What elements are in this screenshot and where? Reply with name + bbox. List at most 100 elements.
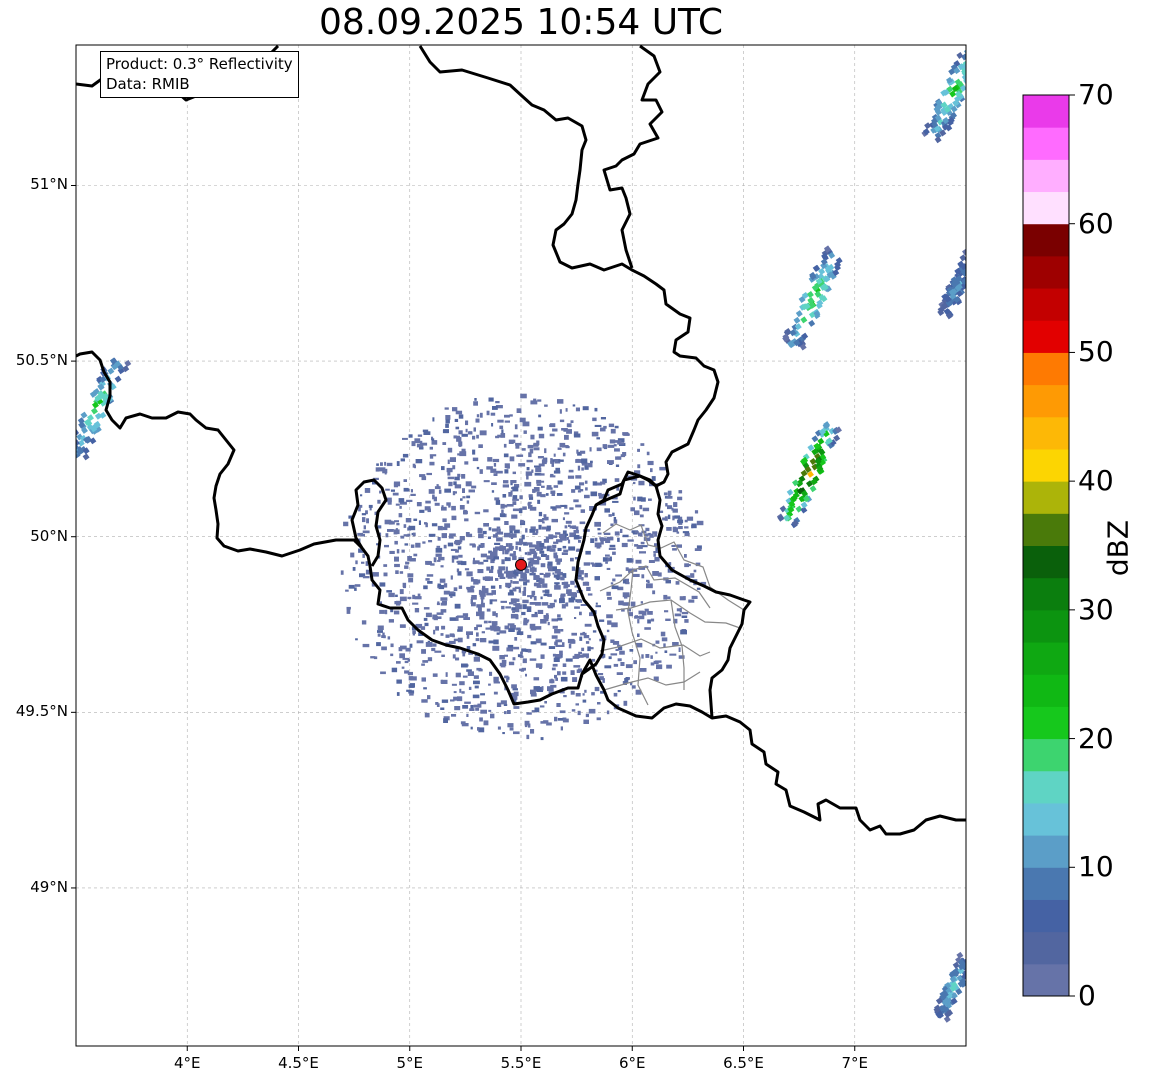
- clutter-pixel: [404, 565, 409, 569]
- clutter-pixel: [527, 595, 534, 598]
- echo-pixel: [959, 254, 966, 262]
- clutter-pixel: [518, 508, 523, 514]
- admin-border: [627, 569, 649, 706]
- clutter-pixel: [538, 519, 544, 523]
- clutter-pixel: [634, 531, 639, 534]
- clutter-pixel: [500, 700, 507, 705]
- clutter-pixel: [392, 492, 399, 496]
- clutter-pixel: [516, 454, 522, 457]
- echo-pixel: [789, 329, 797, 337]
- clutter-pixel: [500, 433, 506, 438]
- clutter-pixel: [639, 514, 644, 518]
- clutter-pixel: [373, 477, 379, 480]
- clutter-pixel: [494, 497, 500, 501]
- clutter-pixel: [668, 493, 671, 498]
- clutter-pixel: [646, 579, 650, 583]
- y-tick-label: 49.5°N: [15, 702, 68, 721]
- clutter-pixel: [509, 528, 513, 534]
- echo-cell: [921, 48, 966, 144]
- echo-cell: [782, 245, 843, 351]
- clutter-pixel: [499, 662, 507, 667]
- graticule-grid: [76, 45, 966, 1046]
- clutter-pixel: [644, 608, 649, 612]
- clutter-pixel: [509, 589, 514, 595]
- clutter-pixel: [396, 661, 401, 664]
- clutter-pixel: [528, 501, 532, 504]
- colorbar-segment: [1023, 513, 1069, 546]
- clutter-pixel: [455, 410, 463, 415]
- clutter-pixel: [433, 557, 437, 563]
- clutter-pixel: [524, 552, 527, 555]
- clutter-pixel: [461, 448, 466, 452]
- clutter-pixel: [576, 669, 581, 673]
- clutter-pixel: [435, 547, 443, 553]
- clutter-pixel: [678, 647, 681, 652]
- clutter-pixel: [530, 729, 535, 734]
- clutter-pixel: [473, 656, 480, 662]
- clutter-pixel: [519, 495, 523, 500]
- clutter-pixel: [512, 486, 519, 492]
- clutter-pixel: [493, 639, 499, 645]
- clutter-pixel: [477, 527, 482, 532]
- clutter-pixel: [485, 627, 492, 630]
- clutter-pixel: [473, 675, 479, 679]
- clutter-pixel: [426, 574, 434, 577]
- clutter-pixel: [653, 676, 659, 681]
- clutter-pixel: [453, 435, 457, 439]
- colorbar-segment: [1023, 963, 1069, 997]
- clutter-pixel: [621, 542, 628, 548]
- clutter-pixel: [553, 485, 559, 488]
- clutter-pixel: [456, 568, 460, 573]
- clutter-pixel: [526, 607, 532, 612]
- echo-pixel: [803, 302, 811, 310]
- clutter-pixel: [500, 600, 507, 603]
- clutter-pixel: [355, 560, 358, 565]
- clutter-pixel: [483, 620, 488, 624]
- clutter-pixel: [663, 643, 666, 648]
- clutter-pixel: [541, 526, 547, 530]
- clutter-pixel: [573, 665, 581, 668]
- clutter-pixel: [526, 734, 530, 740]
- clutter-pixel: [403, 479, 407, 482]
- clutter-pixel: [588, 638, 591, 641]
- clutter-pixel: [410, 489, 413, 493]
- clutter-pixel: [608, 423, 615, 428]
- clutter-pixel: [539, 705, 545, 708]
- clutter-pixel: [552, 653, 556, 657]
- clutter-pixel: [610, 582, 614, 585]
- echo-pixel: [811, 448, 819, 456]
- colorbar-frame: [1022, 94, 1070, 997]
- clutter-pixel: [447, 591, 455, 594]
- clutter-pixel: [425, 522, 428, 528]
- clutter-pixel: [599, 619, 605, 622]
- clutter-pixel: [361, 513, 367, 516]
- clutter-pixel: [634, 510, 640, 516]
- clutter-pixel: [589, 508, 595, 511]
- clutter-pixel: [676, 531, 680, 534]
- echo-pixel: [815, 302, 823, 310]
- clutter-pixel: [491, 423, 494, 427]
- clutter-pixel: [507, 644, 514, 648]
- clutter-pixel: [550, 458, 553, 463]
- clutter-pixel: [694, 548, 702, 551]
- clutter-pixel: [575, 526, 579, 532]
- echo-pixel: [950, 105, 958, 113]
- clutter-pixel: [390, 489, 395, 492]
- clutter-pixel: [561, 428, 568, 431]
- clutter-pixel: [539, 473, 545, 476]
- echo-pixel: [792, 479, 799, 487]
- clutter-pixel: [539, 572, 544, 575]
- clutter-pixel: [605, 561, 608, 564]
- clutter-pixel: [522, 591, 526, 596]
- clutter-pixel: [396, 692, 400, 696]
- clutter-pixel: [419, 446, 424, 450]
- clutter-pixel: [427, 581, 433, 584]
- clutter-pixel: [509, 727, 514, 731]
- clutter-pixel: [585, 487, 588, 491]
- clutter-pixel: [506, 570, 514, 576]
- colorbar-tick-label: 70: [1078, 78, 1114, 111]
- clutter-pixel: [512, 657, 516, 661]
- clutter-pixel: [388, 619, 394, 623]
- admin-border: [599, 638, 711, 657]
